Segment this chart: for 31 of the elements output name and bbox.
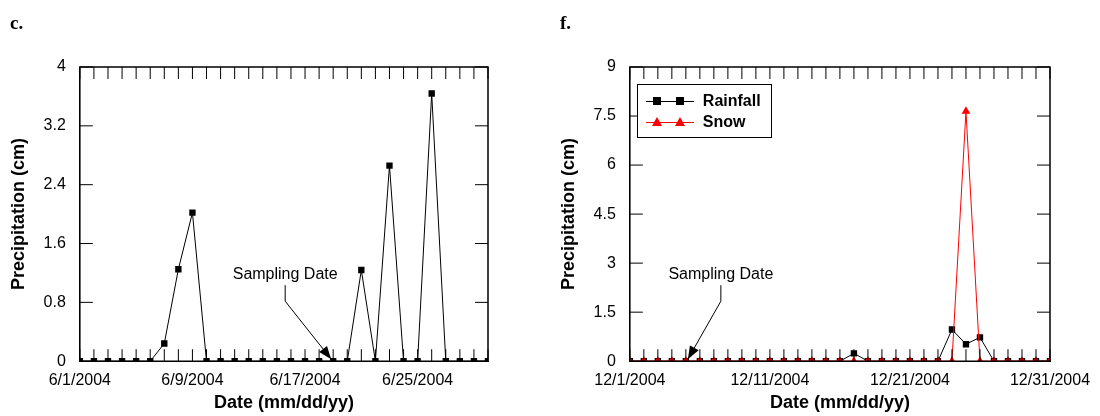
y-tick-label: 1.6 [43, 233, 66, 251]
x-tick-label: 6/1/2004 [48, 371, 112, 389]
x-tick-label: 12/31/2004 [1009, 371, 1091, 389]
y-tick-label: 0.8 [43, 292, 66, 310]
y-tick-label: 2.4 [43, 175, 66, 193]
annotation: Sampling Date [668, 265, 774, 283]
y-tick-label: 1.5 [593, 302, 616, 320]
chart-title: c. [10, 12, 24, 34]
x-axis-title: Date (mm/dd/yy) [213, 392, 354, 413]
x-axis-title: Date (mm/dd/yy) [769, 392, 910, 413]
y-tick-label: 4.5 [593, 204, 616, 222]
y-tick-label: 7.5 [593, 106, 616, 124]
x-tick-label: 6/17/2004 [269, 371, 341, 389]
annotation: Sampling Date [232, 265, 338, 283]
y-tick-label: 4 [56, 57, 66, 75]
x-tick-label: 6/25/2004 [382, 371, 454, 389]
y-tick-label: 9 [606, 57, 616, 75]
y-tick-label: 6 [606, 155, 616, 173]
y-tick-label: 3 [606, 253, 616, 271]
y-tick-label: 0 [606, 351, 616, 369]
legend-label: Rainfall [702, 91, 761, 110]
y-axis-title: Precipitation (cm) [7, 138, 28, 291]
chart-title: f. [560, 12, 572, 34]
x-tick-label: 6/9/2004 [161, 371, 224, 389]
x-tick-label: 12/11/2004 [730, 371, 810, 389]
x-tick-label: 12/1/2004 [594, 371, 666, 389]
y-tick-label: 0 [56, 351, 66, 369]
y-axis-title: Precipitation (cm) [557, 138, 578, 291]
legend-label: Snow [702, 112, 746, 131]
x-tick-label: 12/21/2004 [869, 371, 951, 389]
y-tick-label: 3.2 [43, 116, 66, 134]
